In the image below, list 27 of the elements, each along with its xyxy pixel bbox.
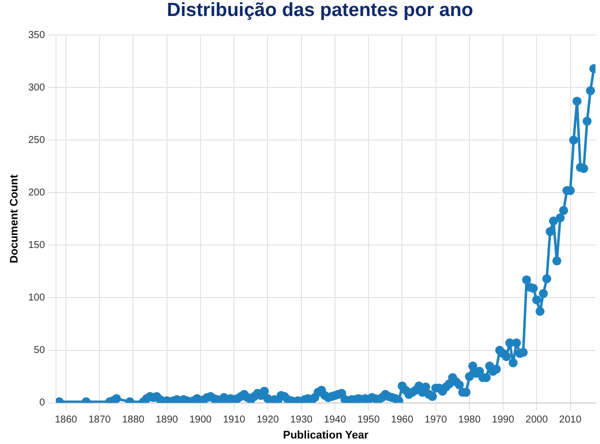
x-tick-label: 1950 — [357, 414, 380, 426]
y-tick-label: 300 — [28, 82, 46, 94]
y-tick-label: 250 — [28, 134, 46, 146]
y-axis-title: Document Count — [8, 174, 21, 264]
y-tick-label: 350 — [28, 30, 46, 41]
y-tick-label: 200 — [28, 187, 46, 198]
y-tick-label: 100 — [28, 292, 46, 304]
x-tick-label: 1930 — [290, 414, 313, 426]
x-axis-title: Publication Year — [282, 429, 370, 442]
y-tick-label: 150 — [28, 240, 46, 251]
x-tick-label: 1860 — [54, 414, 78, 426]
x-tick-label: 1990 — [492, 414, 515, 426]
chart-title: Distribuição das patentes por ano — [166, 0, 474, 23]
x-tick-label: 1970 — [424, 414, 448, 426]
x-tick-label: 1870 — [88, 414, 112, 426]
x-tick-label: 1940 — [324, 414, 346, 426]
x-tick-label: 1900 — [189, 414, 212, 426]
x-tick-label: 1910 — [222, 414, 246, 426]
x-tick-label: 1890 — [156, 414, 178, 426]
x-tick-label: 1920 — [256, 414, 280, 426]
x-tick-label: 1960 — [391, 414, 414, 426]
y-tick-label: 50 — [34, 345, 46, 356]
x-tick-label: 1880 — [122, 414, 145, 426]
x-tick-label: 2000 — [526, 414, 548, 426]
y-tick-label: 0 — [39, 398, 46, 409]
x-tick-label: 2010 — [559, 414, 582, 426]
x-tick-label: 1980 — [458, 414, 481, 426]
